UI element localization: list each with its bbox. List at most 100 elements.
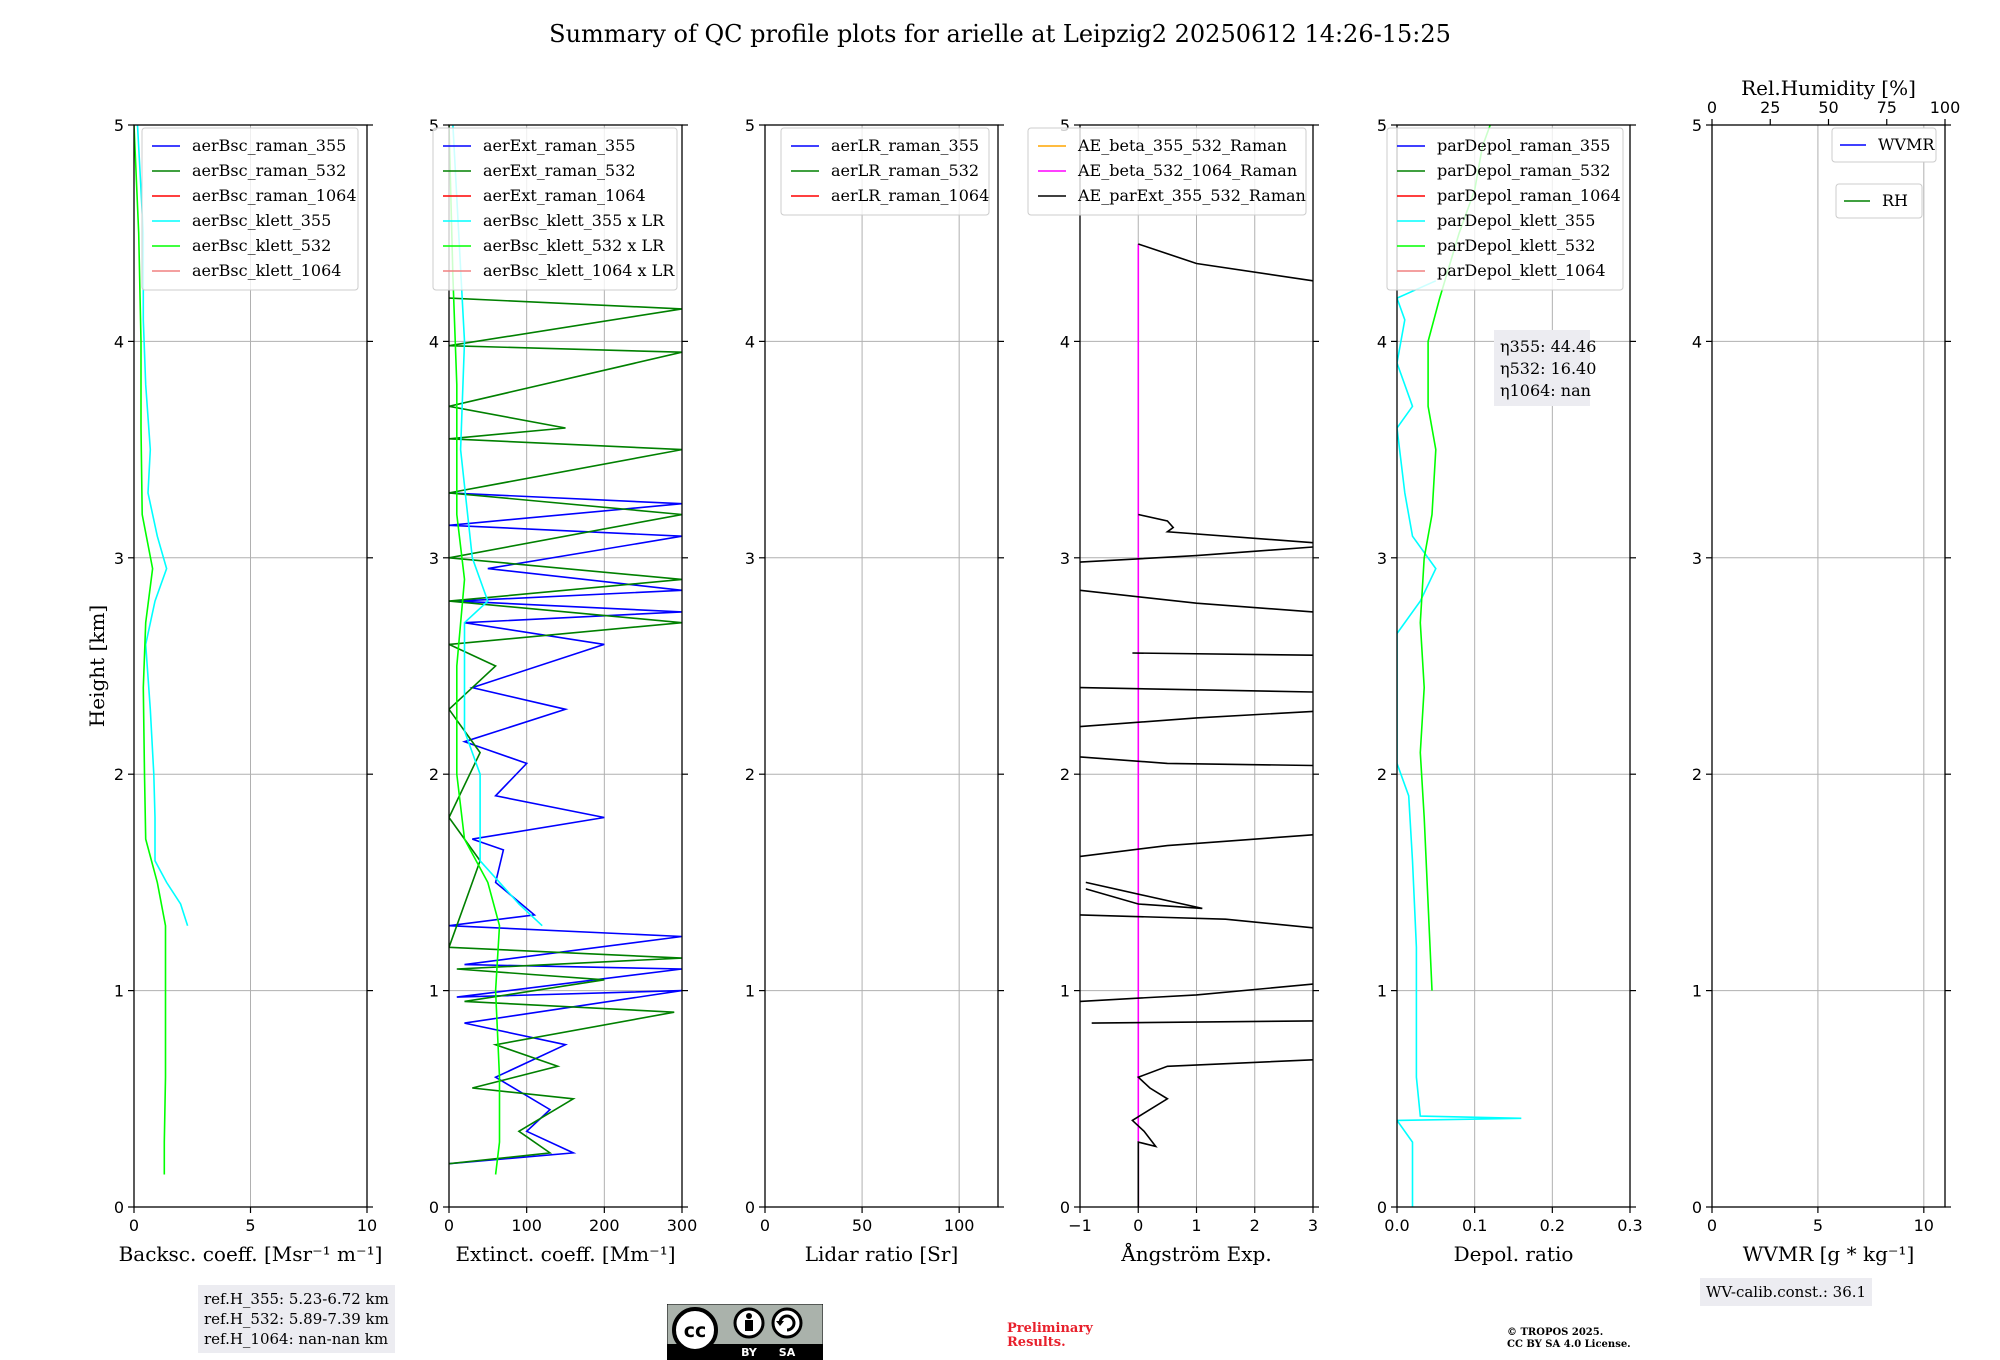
axes-frame: [1396, 124, 1631, 1208]
legend-label: parDepol_raman_532: [1437, 161, 1610, 180]
x-tick-label: 0.3: [1617, 1216, 1642, 1235]
legend-box-wvmr: [1831, 127, 1937, 163]
series-line-AE_parExt_355_532_Raman: [1138, 513, 1313, 544]
x-tick-label: 0: [1133, 1216, 1143, 1235]
y-tick-label: 0: [1377, 1198, 1387, 1217]
legend-box: [1027, 127, 1307, 216]
series-line-aerBsc_klett_355 x LR: [452, 125, 543, 927]
ref-heights-box: ref.H_355: 5.23-6.72 km ref.H_532: 5.89-…: [198, 1285, 395, 1353]
x-axis-label: Ångström Exp.: [1120, 1241, 1271, 1266]
series-line-aerExt_raman_532: [449, 297, 682, 1165]
y-tick-label: 2: [1692, 765, 1702, 784]
x-tick-label: 2: [1250, 1216, 1260, 1235]
series-line-AE_parExt_355_532_Raman: [1080, 686, 1313, 693]
legend-label: aerExt_raman_355: [483, 136, 636, 155]
series-line-aerBsc_klett_532: [134, 125, 167, 1175]
y-tick-label: 2: [1377, 765, 1387, 784]
legend-label: aerExt_raman_532: [483, 161, 636, 180]
axes-frame: [448, 124, 683, 1208]
series-line-AE_parExt_355_532_Raman: [1132, 652, 1313, 656]
legend-label: aerLR_raman_1064: [831, 186, 989, 205]
series-line-AE_parExt_355_532_Raman: [1080, 756, 1313, 767]
x-tick-label: 50: [852, 1216, 872, 1235]
legend-label: parDepol_klett_355: [1437, 211, 1595, 230]
rh-tick-label: 75: [1877, 98, 1897, 117]
x-tick-label: 0: [1707, 1216, 1717, 1235]
legend-box: [141, 127, 359, 291]
x-tick-label: 10: [357, 1216, 377, 1235]
x-tick-label: −1: [1068, 1216, 1092, 1235]
legend-label: aerBsc_klett_1064 x LR: [483, 261, 675, 280]
series-line-AE_parExt_355_532_Raman: [1091, 1020, 1313, 1024]
rh-axis-label: Rel.Humidity [%]: [1741, 76, 1916, 100]
y-tick-label: 0: [1060, 1198, 1070, 1217]
y-tick-label: 2: [114, 765, 124, 784]
y-tick-label: 2: [429, 765, 439, 784]
legend-label-wvmr: WVMR: [1878, 135, 1935, 154]
x-tick-label: 0.1: [1462, 1216, 1487, 1235]
y-tick-label: 5: [1692, 116, 1702, 135]
figure-title: Summary of QC profile plots for arielle …: [549, 20, 1451, 48]
legend-label: aerBsc_klett_1064: [192, 261, 341, 280]
series-line-parDepol_klett_355: [1397, 280, 1522, 1207]
preliminary-line-1: Preliminary: [1007, 1321, 1093, 1336]
legend-label: AE_beta_355_532_Raman: [1077, 136, 1287, 155]
y-tick-label: 0: [745, 1198, 755, 1217]
y-tick-label: 5: [1377, 116, 1387, 135]
series-line-AE_parExt_355_532_Raman: [1138, 243, 1313, 282]
series-line-aerExt_raman_355: [449, 492, 682, 1165]
y-tick-label: 1: [745, 982, 755, 1001]
x-tick-label: 3: [1308, 1216, 1318, 1235]
ref-height-532: ref.H_532: 5.89-7.39 km: [204, 1310, 389, 1328]
legend-label: aerBsc_raman_355: [192, 136, 346, 155]
y-tick-label: 3: [745, 549, 755, 568]
y-tick-label: 3: [1060, 549, 1070, 568]
y-tick-label: 5: [745, 116, 755, 135]
series-line-AE_parExt_355_532_Raman: [1080, 983, 1313, 1003]
y-tick-label: 3: [1377, 549, 1387, 568]
x-tick-label: 300: [667, 1216, 698, 1235]
axes-frame: [133, 124, 368, 1208]
x-tick-label: 100: [944, 1216, 975, 1235]
cc-icon-text: cc: [684, 1320, 707, 1342]
axes-frame: [764, 124, 999, 1208]
x-tick-label: 5: [1813, 1216, 1823, 1235]
y-tick-label: 5: [429, 116, 439, 135]
legend-label: aerBsc_klett_532: [192, 236, 331, 255]
series-line-AE_parExt_355_532_Raman: [1080, 546, 1313, 563]
y-tick-label: 3: [429, 549, 439, 568]
axes-frame: [1079, 124, 1314, 1208]
y-tick-label: 0: [1692, 1198, 1702, 1217]
sa-share-icon: [771, 1307, 803, 1339]
legend-label-rh: RH: [1882, 191, 1908, 210]
y-tick-label: 0: [114, 1198, 124, 1217]
y-tick-label: 3: [114, 549, 124, 568]
x-axis-label: Lidar ratio [Sr]: [805, 1242, 959, 1266]
legend-label: parDepol_klett_532: [1437, 236, 1595, 255]
x-tick-label: 0: [129, 1216, 139, 1235]
eta-annotation-line: η355: 44.46: [1500, 337, 1596, 356]
x-axis-label: Depol. ratio: [1454, 1242, 1574, 1266]
copyright-note: © TROPOS 2025. CC BY SA 4.0 License.: [1507, 1327, 1631, 1351]
sa-label: SA: [779, 1346, 796, 1359]
y-tick-label: 4: [1060, 332, 1070, 351]
legend-label: parDepol_klett_1064: [1437, 261, 1606, 280]
wv-calib-box: WV-calib.const.: 36.1: [1700, 1278, 1873, 1306]
legend-box-rh: [1835, 183, 1923, 219]
y-tick-label: 4: [114, 332, 124, 351]
legend-label: aerBsc_raman_1064: [192, 186, 357, 205]
y-tick-label: 2: [745, 765, 755, 784]
x-axis-label: Extinct. coeff. [Mm⁻¹]: [455, 1242, 675, 1266]
eta-annotation-line: η532: 16.40: [1500, 359, 1596, 378]
y-tick-label: 4: [745, 332, 755, 351]
legend-label: aerLR_raman_532: [831, 161, 979, 180]
copyright-line-1: © TROPOS 2025.: [1507, 1327, 1604, 1338]
rh-tick-label: 0: [1707, 98, 1717, 117]
x-tick-label: 0: [760, 1216, 770, 1235]
y-tick-label: 1: [429, 982, 439, 1001]
axes-frame: [1711, 124, 1946, 1208]
legend-box: [432, 127, 678, 291]
legend-label: aerBsc_klett_532 x LR: [483, 236, 665, 255]
y-tick-label: 2: [1060, 765, 1070, 784]
